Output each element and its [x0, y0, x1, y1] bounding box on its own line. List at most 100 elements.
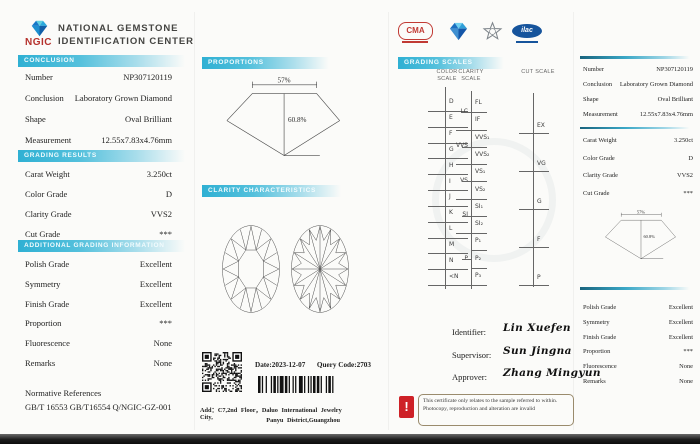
- date-query-row: Date:2023-12-07 Query Code:2703: [255, 361, 371, 369]
- fold-line: [573, 12, 574, 430]
- depth-percent-label: 60.8%: [643, 234, 655, 239]
- field-label: Finish Grade: [583, 334, 617, 341]
- field-label: Remarks: [25, 358, 56, 368]
- field-row: Clarity Grade VVS2: [583, 172, 693, 179]
- sig-approver-label: Approver:: [452, 372, 487, 382]
- clarity-scale-tick: [462, 112, 471, 114]
- clarity-scale-group: VVS: [455, 142, 468, 150]
- cut-scale-tick: [519, 133, 549, 134]
- color-scale-line: [445, 87, 446, 289]
- table-percent-label: 57%: [278, 76, 291, 84]
- section-bar-clarity-characteristics: CLARITY CHARACTERISTICS: [202, 185, 347, 197]
- field-label: Color Grade: [25, 189, 68, 199]
- query-code-label: Query Code:2703: [316, 361, 371, 369]
- field-value: Laboratory Grown Diamond: [619, 81, 693, 88]
- clarity-scale-grade: SI₂: [475, 220, 483, 228]
- depth-percent-label: 60.8%: [288, 116, 306, 124]
- field-value: Excellent: [139, 279, 172, 289]
- clarity-scale-group: SI: [462, 211, 468, 219]
- cut-scale-grade: F: [537, 236, 541, 243]
- cut-scale-grade: G: [537, 198, 542, 205]
- field-value: Excellent: [139, 259, 172, 269]
- normative-refs: GB/T 16553 GB/T16554 Q/NGIC-GZ-001: [25, 402, 172, 412]
- section-title: PROPORTIONS: [208, 59, 264, 66]
- field-value: ***: [683, 190, 693, 197]
- clarity-scale-group: VS: [460, 176, 468, 184]
- color-scale-grade: H: [449, 161, 454, 169]
- section-title: CONCLUSION: [24, 57, 75, 64]
- field-label: Conclusion: [583, 81, 613, 88]
- star-badge-icon: [482, 21, 503, 40]
- field-label: Clarity Grade: [25, 209, 72, 219]
- clarity-scale-tick: [471, 112, 487, 114]
- color-scale-grade: D: [449, 98, 454, 106]
- summary-divider: [580, 287, 693, 290]
- field-value: Excellent: [668, 334, 693, 341]
- field-label: Proportion: [583, 348, 611, 355]
- field-label: Shape: [25, 114, 46, 124]
- section-bar-grading-scales: GRADING SCALES: [398, 57, 508, 69]
- field-value: VVS2: [150, 209, 172, 219]
- field-value: Excellent: [139, 299, 172, 309]
- color-scale-tick: [428, 142, 468, 144]
- summary-divider: [580, 127, 693, 129]
- field-value: ***: [159, 229, 172, 239]
- field-row: Remarks None: [583, 378, 693, 385]
- clarity-scale-grade: P₃: [475, 271, 482, 279]
- clarity-scale-grade: VVS₁: [475, 133, 490, 141]
- cut-scale-tick: [519, 171, 549, 172]
- field-label: Symmetry: [25, 279, 61, 289]
- field-value: Excellent: [668, 304, 693, 311]
- field-row: Color Grade D: [583, 155, 693, 162]
- clarity-scale-group: P: [464, 254, 468, 262]
- field-label: Color Grade: [583, 155, 615, 162]
- field-label: Finish Grade: [25, 299, 70, 309]
- table-percent-label: 57%: [637, 209, 645, 214]
- sig-approver-name: Zhang Mingyun: [503, 367, 601, 379]
- section-bar-grading-results: GRADING RESULTS: [18, 150, 192, 162]
- color-scale-grade: K: [449, 209, 453, 217]
- field-value: D: [165, 189, 172, 199]
- qr-code: [202, 352, 242, 392]
- diamond-badge-icon: [449, 22, 468, 41]
- clarity-scale-grade: P₂: [475, 254, 482, 262]
- ilac-badge-subtext: [516, 41, 538, 43]
- address-line1: Add：C7,2nd Floor，Daluo International Jew…: [200, 407, 342, 421]
- field-row: Fluorescence None: [583, 363, 693, 370]
- org-name-line1: NATIONAL GEMSTONE: [58, 23, 179, 34]
- warning-icon: !: [399, 396, 414, 418]
- clarity-scale-grade: SI₁: [475, 202, 483, 210]
- clarity-scale-tick: [471, 181, 487, 183]
- field-label: Cut Grade: [25, 229, 61, 239]
- field-value: NP307120119: [123, 72, 172, 82]
- org-name-line2: IDENTIFICATION CENTER: [58, 36, 194, 47]
- color-scale-grade: E: [449, 114, 453, 122]
- date-label: Date:2023-12-07: [255, 361, 306, 369]
- fold-line: [388, 12, 389, 430]
- field-row: Remarks None: [25, 358, 172, 368]
- clarity-diagram-pavilion: [291, 225, 349, 313]
- field-row: Clarity Grade VVS2: [25, 209, 172, 219]
- field-value: Excellent: [668, 319, 693, 326]
- color-scale-grade: G: [449, 145, 454, 153]
- field-value: 12.55x7.83x4.76mm: [639, 111, 693, 118]
- field-value: ***: [159, 318, 172, 328]
- field-row: Number NP307120119: [25, 72, 172, 82]
- field-row: Polish Grade Excellent: [583, 304, 693, 311]
- sig-identifier-label: Identifier:: [452, 327, 486, 337]
- clarity-scale-tick: [471, 250, 487, 252]
- cut-scale-tick: [519, 209, 549, 210]
- field-row: Cut Grade ***: [583, 190, 693, 197]
- clarity-scale-tick: [471, 215, 487, 217]
- clarity-scale-tick: [462, 215, 471, 217]
- field-row: Finish Grade Excellent: [25, 299, 172, 309]
- field-label: Number: [25, 72, 53, 82]
- field-label: Clarity Grade: [583, 172, 618, 179]
- field-row: Polish Grade Excellent: [25, 259, 172, 269]
- field-row: Color Grade D: [25, 189, 172, 199]
- section-title: GRADING RESULTS: [24, 152, 97, 159]
- clarity-scale-title: CLARITY SCALE: [458, 69, 484, 82]
- ngic-logo-icon: [31, 20, 48, 37]
- clarity-scale-group: LC: [460, 107, 468, 115]
- section-bar-conclusion: CONCLUSION: [18, 55, 192, 67]
